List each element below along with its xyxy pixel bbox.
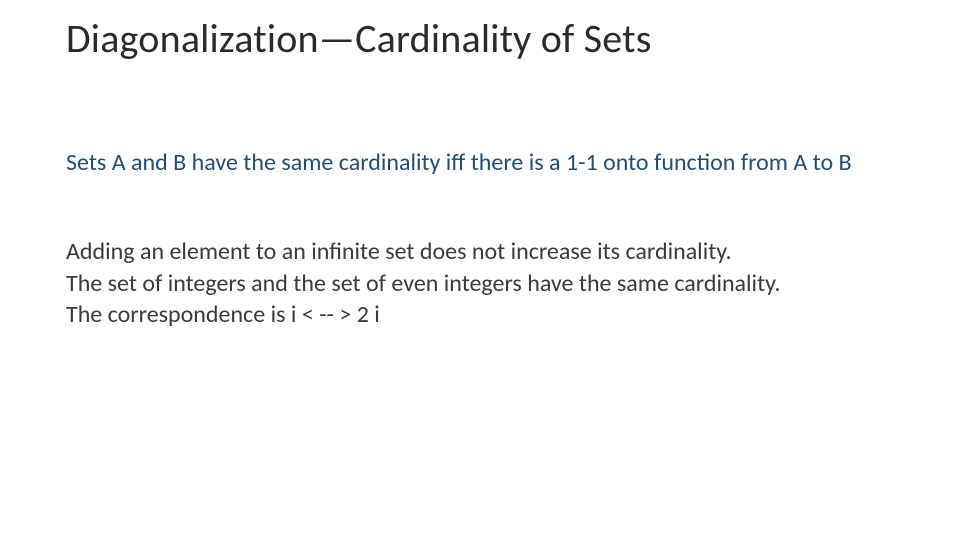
body-line-2: The set of integers and the set of even …	[66, 268, 894, 300]
slide-container: Diagonalization—Cardinality of Sets Sets…	[0, 0, 960, 540]
body-line-3: The correspondence is i < -- > 2 i	[66, 299, 894, 331]
body-text-block: Adding an element to an infinite set doe…	[66, 236, 894, 331]
body-line-1: Adding an element to an infinite set doe…	[66, 236, 894, 268]
slide-title: Diagonalization—Cardinality of Sets	[66, 16, 894, 62]
definition-text: Sets A and B have the same cardinality i…	[66, 148, 894, 178]
